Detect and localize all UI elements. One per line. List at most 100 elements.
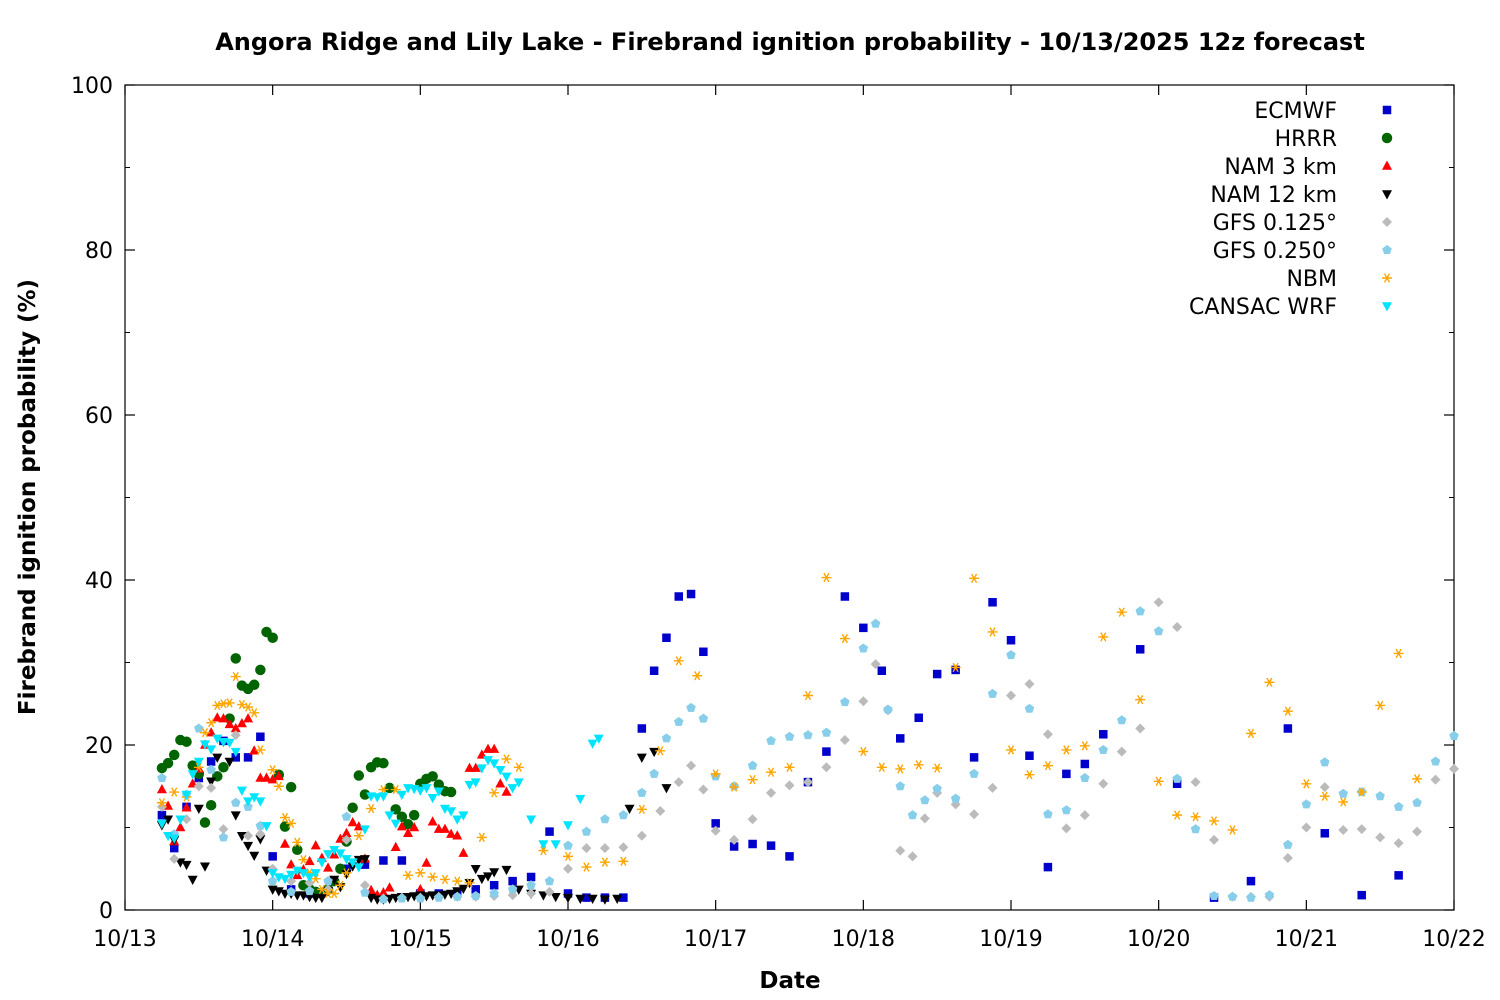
data-point bbox=[256, 732, 265, 741]
y-tick-label: 80 bbox=[85, 239, 113, 264]
data-point bbox=[359, 880, 370, 891]
data-point bbox=[347, 817, 358, 827]
data-point bbox=[323, 862, 334, 872]
data-point bbox=[636, 830, 647, 841]
data-point bbox=[476, 874, 487, 885]
data-point bbox=[353, 831, 364, 841]
x-tick-label: 10/16 bbox=[536, 927, 599, 952]
data-point bbox=[951, 665, 960, 675]
data-point bbox=[316, 858, 327, 868]
data-point bbox=[409, 822, 420, 832]
data-point bbox=[698, 784, 709, 795]
data-point bbox=[169, 834, 180, 844]
data-point bbox=[1320, 829, 1330, 838]
data-point bbox=[206, 777, 217, 787]
data-point bbox=[1061, 823, 1072, 834]
data-point bbox=[267, 869, 278, 879]
data-point bbox=[231, 753, 240, 762]
data-point bbox=[729, 782, 740, 792]
data-point bbox=[286, 886, 296, 896]
data-point bbox=[907, 810, 918, 820]
data-point bbox=[1006, 635, 1016, 645]
data-point bbox=[230, 653, 241, 664]
data-point bbox=[821, 727, 832, 737]
data-point bbox=[1153, 597, 1164, 608]
data-point bbox=[471, 885, 480, 894]
data-point bbox=[1209, 834, 1220, 845]
data-point bbox=[470, 865, 481, 875]
data-point bbox=[304, 877, 315, 888]
data-point bbox=[366, 803, 377, 814]
data-point bbox=[526, 880, 536, 890]
data-point bbox=[471, 891, 481, 900]
data-point bbox=[175, 822, 186, 832]
data-point bbox=[489, 888, 499, 898]
data-point bbox=[950, 662, 961, 673]
data-point bbox=[415, 883, 426, 894]
data-point bbox=[489, 759, 500, 769]
data-point bbox=[1430, 756, 1441, 766]
data-point bbox=[156, 784, 167, 794]
data-point bbox=[1412, 797, 1422, 807]
data-point bbox=[508, 876, 517, 886]
data-point bbox=[649, 666, 659, 675]
x-tick-label: 10/20 bbox=[1127, 927, 1190, 952]
data-point bbox=[384, 782, 395, 794]
legend-label: CANSAC WRF bbox=[1189, 295, 1337, 320]
data-point bbox=[304, 855, 315, 866]
data-point bbox=[784, 762, 795, 772]
data-point bbox=[1320, 757, 1330, 767]
data-point bbox=[268, 852, 277, 861]
data-point bbox=[452, 891, 462, 901]
data-point bbox=[513, 762, 524, 772]
data-point bbox=[913, 760, 924, 770]
legend-marker bbox=[1382, 160, 1392, 170]
data-point bbox=[255, 664, 266, 676]
data-point bbox=[1283, 724, 1293, 733]
data-point bbox=[1042, 760, 1053, 771]
data-point bbox=[1338, 824, 1349, 835]
data-point bbox=[582, 893, 591, 902]
x-tick-label: 10/14 bbox=[241, 927, 304, 952]
data-point bbox=[1190, 824, 1201, 834]
data-point bbox=[673, 777, 684, 788]
data-point bbox=[347, 858, 358, 868]
data-point bbox=[255, 835, 266, 845]
data-point bbox=[199, 862, 210, 872]
data-point bbox=[969, 768, 979, 778]
y-tick-label: 0 bbox=[99, 899, 113, 924]
data-point bbox=[538, 845, 549, 856]
data-point bbox=[1043, 809, 1053, 819]
data-point bbox=[390, 784, 401, 795]
data-point bbox=[729, 834, 740, 845]
data-point bbox=[359, 825, 370, 835]
data-point bbox=[230, 723, 241, 733]
data-point bbox=[1006, 690, 1016, 701]
data-point bbox=[877, 666, 887, 675]
data-point bbox=[747, 760, 758, 770]
data-point bbox=[895, 764, 906, 774]
data-point bbox=[168, 749, 180, 761]
data-point bbox=[526, 888, 537, 899]
data-point bbox=[876, 762, 887, 772]
data-point bbox=[243, 702, 254, 712]
data-point bbox=[181, 860, 192, 871]
legend: ECMWF HRRR NAM 3 km NAM 12 km GFS 0.125° GFS … bbox=[1189, 99, 1393, 320]
data-point bbox=[230, 811, 241, 821]
data-point bbox=[243, 753, 253, 762]
data-point bbox=[199, 740, 210, 750]
data-point bbox=[858, 746, 869, 757]
data-point bbox=[563, 863, 573, 874]
data-point bbox=[932, 783, 942, 793]
legend-label: ECMWF bbox=[1254, 99, 1337, 124]
data-point bbox=[163, 832, 174, 842]
data-point bbox=[218, 832, 229, 842]
data-point bbox=[286, 859, 297, 869]
data-point bbox=[1449, 730, 1459, 740]
data-point bbox=[593, 734, 604, 744]
y-tick-label: 20 bbox=[85, 734, 113, 759]
data-point bbox=[169, 843, 179, 853]
data-point bbox=[316, 893, 327, 904]
legend-marker bbox=[1381, 132, 1393, 144]
